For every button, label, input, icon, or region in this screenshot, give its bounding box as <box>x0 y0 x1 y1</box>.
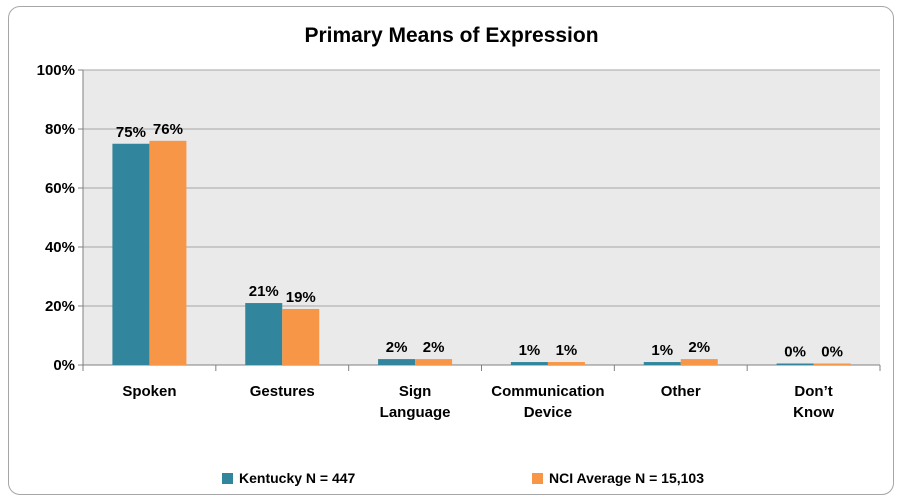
y-tick-label: 0% <box>53 357 75 374</box>
plot-area <box>83 70 880 365</box>
x-category-label: Know <box>793 404 834 421</box>
x-category-label: Sign <box>399 383 432 400</box>
legend-item-nci-average: NCI Average N = 15,103 <box>532 470 704 486</box>
data-label: 75% <box>116 124 146 141</box>
x-category-label: Gestures <box>250 383 315 400</box>
bar-nci-average <box>282 308 320 365</box>
data-label: 1% <box>651 342 673 359</box>
data-label: 2% <box>423 339 445 356</box>
bar-kentucky <box>112 143 150 365</box>
data-label: 0% <box>784 344 806 361</box>
data-label: 21% <box>249 283 279 300</box>
y-tick-label: 40% <box>45 239 75 256</box>
data-label: 2% <box>386 339 408 356</box>
legend-label-nci-average: NCI Average N = 15,103 <box>549 470 704 486</box>
y-tick-label: 60% <box>45 180 75 197</box>
legend-label-kentucky: Kentucky N = 447 <box>239 470 356 486</box>
x-category-label: Don’t <box>794 383 832 400</box>
legend-swatch-kentucky <box>222 472 233 484</box>
y-tick-label: 100% <box>37 62 75 79</box>
data-label: 0% <box>821 344 843 361</box>
x-category-label: Other <box>661 383 701 400</box>
y-tick-label: 80% <box>45 121 75 138</box>
x-category-label: Device <box>524 404 572 421</box>
bar-kentucky <box>776 363 814 365</box>
bar-kentucky <box>245 303 283 365</box>
bar-kentucky <box>643 362 681 365</box>
data-label: 76% <box>153 121 183 138</box>
bar-kentucky <box>510 362 548 365</box>
bar-kentucky <box>378 359 416 365</box>
chart-title: Primary Means of Expression <box>304 24 599 47</box>
bar-nci-average <box>680 359 718 365</box>
bar-nci-average <box>149 140 187 365</box>
data-label: 1% <box>556 342 578 359</box>
data-label: 2% <box>688 339 710 356</box>
bar-nci-average <box>547 362 585 365</box>
legend-swatch-nci-average <box>532 472 543 484</box>
y-tick-label: 20% <box>45 298 75 315</box>
data-label: 19% <box>286 289 316 306</box>
data-label: 1% <box>519 342 541 359</box>
x-category-label: Spoken <box>122 383 176 400</box>
x-category-label: Language <box>380 404 451 421</box>
bar-nci-average <box>415 359 453 365</box>
bar-nci-average <box>813 363 851 365</box>
x-category-label: Communication <box>491 383 604 400</box>
legend-item-kentucky: Kentucky N = 447 <box>222 470 355 486</box>
